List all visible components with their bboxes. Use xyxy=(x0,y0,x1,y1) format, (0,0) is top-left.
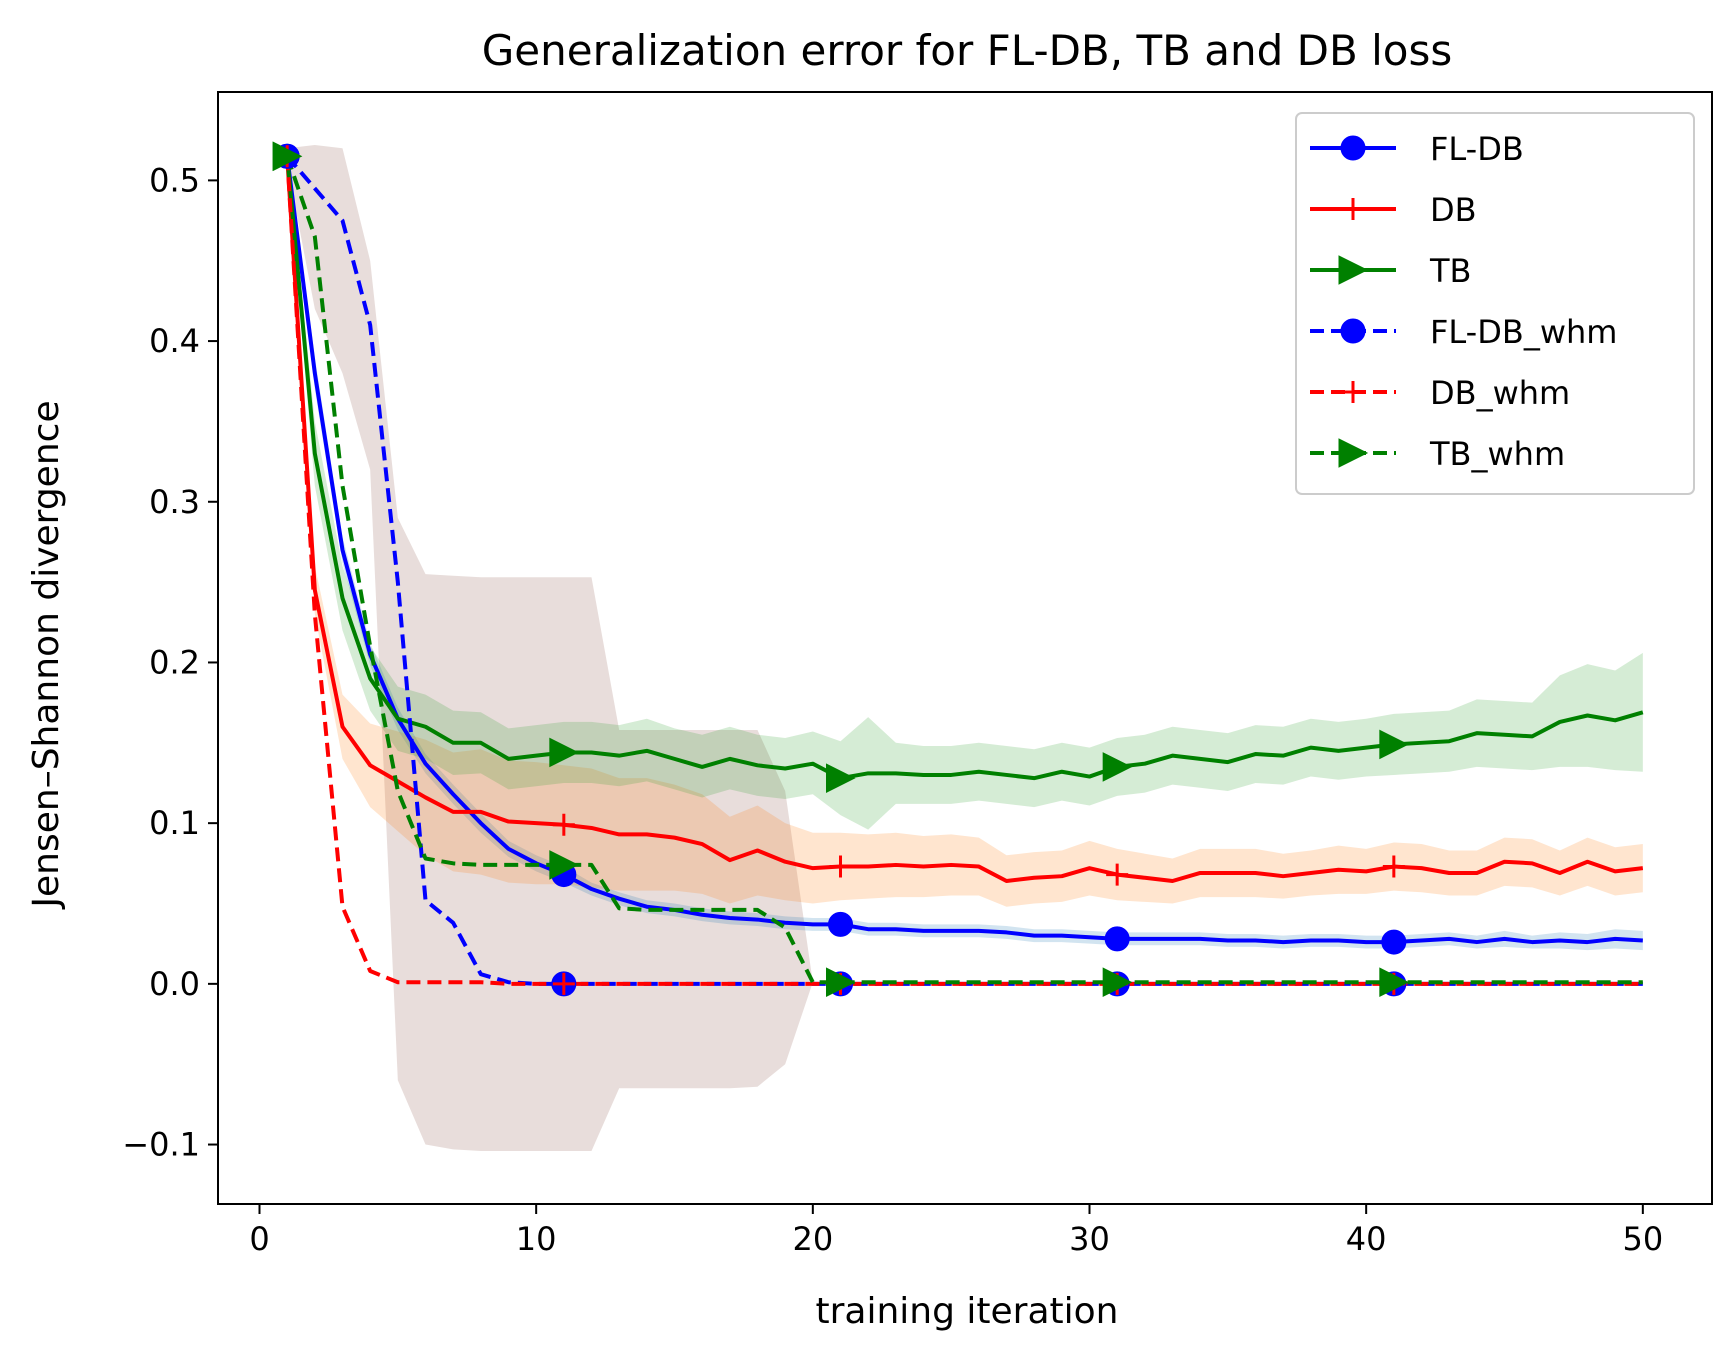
legend-item-tb-whm: TB_whm xyxy=(1310,435,1565,473)
marker-db xyxy=(829,855,852,878)
x-tick-label: 50 xyxy=(1622,1220,1663,1258)
legend-label-fl-db-whm: FL-DB_whm xyxy=(1430,313,1617,351)
x-tick-label: 20 xyxy=(792,1220,833,1258)
marker-tb xyxy=(1102,752,1133,782)
legend-label-fl-db: FL-DB xyxy=(1430,130,1524,168)
series-line-tb-whm xyxy=(285,155,1643,985)
marker-tb-whm xyxy=(1379,967,1409,998)
marker-fl-db xyxy=(1381,929,1407,955)
y-tick-label: 0.3 xyxy=(149,483,200,521)
axes: 0 10 20 30 40 50 −0.1 0.0 0.1 0.2 0.3 0.4 0.5 xyxy=(122,91,1713,1258)
marker-db xyxy=(552,813,575,836)
y-axis-label: Jensen–Shannon divergence xyxy=(26,400,67,909)
marker-db-whm xyxy=(552,972,575,995)
series-line-fl-db xyxy=(285,156,1643,945)
x-tick-label: 40 xyxy=(1346,1220,1387,1258)
x-tick-label: 30 xyxy=(1069,1220,1110,1258)
marker-tb xyxy=(1379,729,1409,760)
y-tick-label: 0.1 xyxy=(149,804,200,842)
band-db xyxy=(287,148,1643,907)
marker-tb xyxy=(826,763,856,793)
plot-area xyxy=(272,141,1644,1151)
y-tick-label: 0.2 xyxy=(149,643,200,681)
y-tick-label: 0.4 xyxy=(149,322,200,360)
plot-content xyxy=(272,141,1644,1151)
legend: FL-DB DB TB FL-DB_whm DB_whm TB_whm xyxy=(1295,112,1695,495)
marker-db xyxy=(1382,855,1405,878)
marker-tb xyxy=(549,737,579,768)
legend-items: FL-DB DB TB FL-DB_whm DB_whm TB_whm xyxy=(1310,130,1617,473)
x-axis-label: training iteration xyxy=(816,1291,1119,1332)
legend-label-db-whm: DB_whm xyxy=(1430,374,1570,412)
legend-item-db-whm: DB_whm xyxy=(1310,374,1570,412)
x-tick-label: 0 xyxy=(249,1220,269,1258)
y-tick-label: 0.0 xyxy=(149,965,200,1003)
marker-fl-db xyxy=(1104,926,1130,952)
marker-tb-whm xyxy=(272,141,303,172)
legend-item-fl-db-whm: FL-DB_whm xyxy=(1310,313,1617,351)
legend-marker-tb xyxy=(1338,255,1369,285)
y-tick-label: −0.1 xyxy=(122,1126,200,1164)
legend-marker-db xyxy=(1342,198,1364,220)
legend-item-tb: TB xyxy=(1310,252,1472,290)
legend-label-db: DB xyxy=(1430,191,1477,229)
y-tick-label: 0.5 xyxy=(149,161,200,199)
legend-marker-fl-db xyxy=(1340,135,1366,161)
series-line-tb xyxy=(285,156,1644,781)
legend-label-tb-whm: TB_whm xyxy=(1429,435,1565,473)
axes-frame xyxy=(217,91,1713,1205)
band-tb xyxy=(287,148,1643,830)
series-line-db xyxy=(285,156,1644,884)
chart-title: Generalization error for FL-DB, TB and D… xyxy=(482,26,1453,75)
legend-marker-db-whm xyxy=(1342,381,1364,403)
marker-tb-whm xyxy=(826,967,856,998)
legend-marker-fl-db-whm xyxy=(1340,318,1366,344)
legend-item-fl-db: FL-DB xyxy=(1310,130,1524,168)
x-tick-label: 10 xyxy=(516,1220,557,1258)
marker-tb-whm xyxy=(1102,967,1133,998)
legend-item-db: DB xyxy=(1310,191,1477,229)
legend-label-tb: TB xyxy=(1429,252,1472,290)
series-markers-tb-whm xyxy=(272,141,1409,998)
whm-band xyxy=(287,145,813,1151)
legend-marker-tb-whm xyxy=(1338,438,1369,468)
marker-db xyxy=(1106,863,1129,886)
marker-fl-db xyxy=(828,911,853,937)
marker-tb-whm xyxy=(549,850,579,880)
